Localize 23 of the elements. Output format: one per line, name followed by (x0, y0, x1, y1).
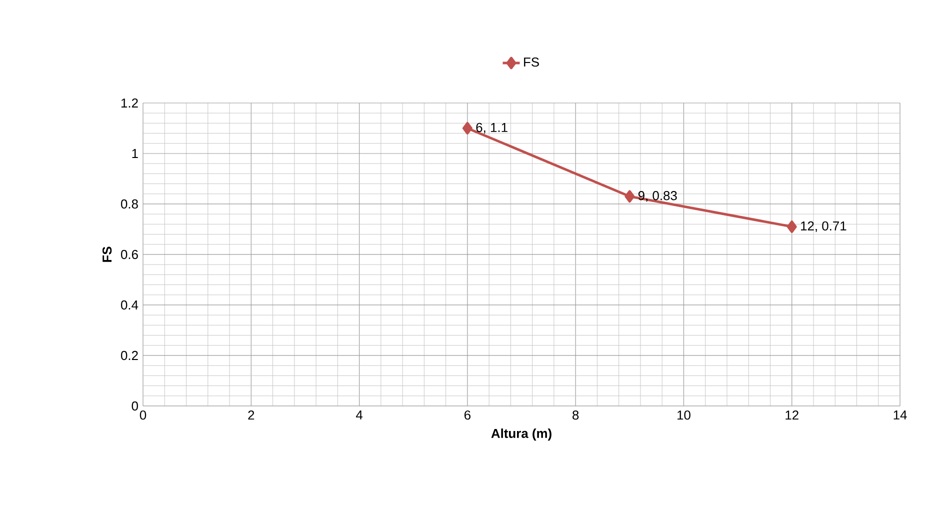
y-tick-label: 1 (132, 149, 138, 158)
y-tick-label: 0 (132, 401, 138, 411)
x-tick-label: 6 (464, 410, 470, 420)
y-tick-label: 0.8 (120, 199, 138, 209)
y-tick-label: 1.2 (121, 98, 138, 108)
point (786, 220, 797, 233)
data-label: 6, 1.1 (476, 122, 508, 134)
data-label: 12, 0.71 (801, 221, 846, 232)
point (624, 190, 635, 203)
x-tick-label: 2 (248, 410, 254, 420)
y-axis-title: FS (102, 246, 112, 262)
y-tick-label: 0.4 (120, 300, 138, 310)
x-tick-label: 4 (356, 410, 363, 420)
point (462, 122, 472, 134)
x-axis-title: Altura (m) (491, 428, 552, 441)
y-tick-label: 0.2 (120, 350, 138, 360)
legend-label: FS (524, 58, 539, 67)
x-tick-label: 8 (572, 410, 579, 420)
x-tick-label: 10 (678, 410, 690, 420)
x-tick-label: 14 (894, 410, 907, 420)
x-tick-label: 0 (140, 410, 146, 420)
x-tick-label: 12 (786, 410, 798, 420)
y-tick-label: 0.6 (120, 250, 138, 260)
